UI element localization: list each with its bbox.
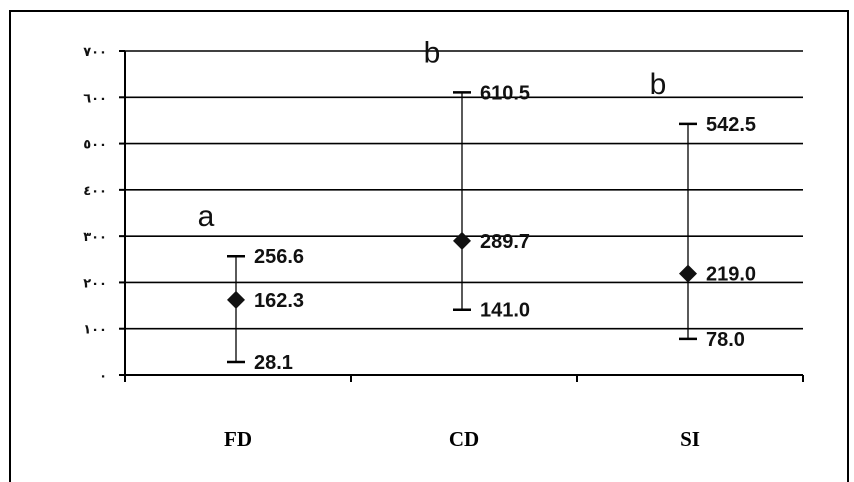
mean-marker	[679, 264, 697, 283]
y-tick-label: ٤٠٠	[83, 184, 107, 199]
x-category-label: FD	[224, 427, 252, 451]
y-tick-label: ٥٠٠	[83, 138, 107, 153]
significance-letter: a	[198, 200, 215, 233]
min-label: 78.0	[706, 329, 745, 351]
min-label: 28.1	[254, 352, 293, 374]
chart-frame	[9, 10, 849, 482]
y-tick-label: ٦٠٠	[83, 91, 107, 106]
y-tick-label: ١٠٠	[83, 323, 107, 338]
y-tick-label: ٠	[99, 369, 107, 384]
max-label: 542.5	[706, 114, 756, 136]
x-category-label: CD	[449, 427, 479, 451]
mean-marker	[453, 231, 471, 250]
max-label: 610.5	[480, 82, 530, 104]
mean-label: 289.7	[480, 231, 530, 253]
significance-letter: b	[650, 68, 667, 101]
mean-marker	[227, 290, 245, 309]
y-tick-label: ٣٠٠	[83, 230, 107, 245]
x-category-label: SI	[680, 427, 700, 451]
max-label: 256.6	[254, 246, 304, 268]
y-tick-label: ٢٠٠	[83, 276, 107, 291]
significance-letter: b	[424, 36, 441, 69]
mean-label: 219.0	[706, 264, 756, 286]
y-tick-label: ٧٠٠	[83, 45, 107, 60]
min-label: 141.0	[480, 300, 530, 322]
mean-label: 162.3	[254, 290, 304, 312]
